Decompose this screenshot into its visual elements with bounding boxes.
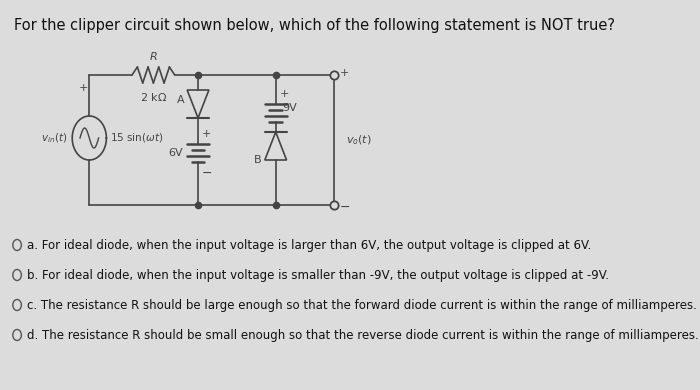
Text: R: R [150,52,158,62]
Text: $v_o(t)$: $v_o(t)$ [346,133,372,147]
Text: A: A [176,95,184,105]
Text: $v_{in}(t)$: $v_{in}(t)$ [41,131,68,145]
Text: +: + [279,89,289,99]
Text: B: B [254,155,262,165]
Text: d. The resistance R should be small enough so that the reverse diode current is : d. The resistance R should be small enou… [27,328,699,342]
Text: 15 sin($\omega t$): 15 sin($\omega t$) [111,131,164,145]
Text: For the clipper circuit shown below, which of the following statement is NOT tru: For the clipper circuit shown below, whi… [14,18,615,33]
Text: 2 k$\Omega$: 2 k$\Omega$ [140,91,167,103]
Text: +: + [340,68,349,78]
Text: a. For ideal diode, when the input voltage is larger than 6V, the output voltage: a. For ideal diode, when the input volta… [27,239,591,252]
Text: +: + [202,129,211,139]
Text: −: − [202,167,212,180]
Text: b. For ideal diode, when the input voltage is smaller than -9V, the output volta: b. For ideal diode, when the input volta… [27,268,609,282]
Text: 6V: 6V [168,148,183,158]
Text: −: − [340,200,351,213]
Text: 9V: 9V [282,103,297,113]
Text: +: + [78,83,88,93]
Text: c. The resistance R should be large enough so that the forward diode current is : c. The resistance R should be large enou… [27,298,697,312]
